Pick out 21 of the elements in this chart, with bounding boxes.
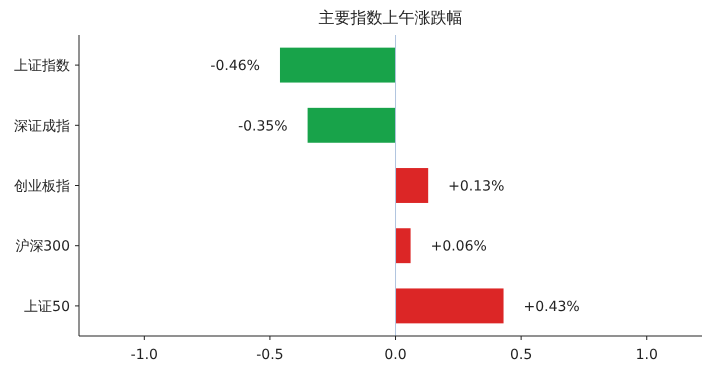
bar	[396, 288, 504, 324]
y-tick-label: 创业板指	[14, 178, 70, 194]
bar	[396, 228, 411, 264]
y-tick-label: 上证指数	[14, 58, 70, 74]
x-tick-label: 0.0	[384, 347, 407, 363]
x-tick-label: 1.0	[636, 347, 658, 363]
data-label: +0.06%	[430, 238, 487, 255]
data-label: +0.13%	[448, 178, 504, 194]
y-tick-label: 上证50	[24, 298, 70, 315]
x-tick-label: -1.0	[130, 347, 158, 363]
bar	[396, 168, 428, 203]
title: 主要指数上午涨跌幅	[318, 8, 462, 27]
y-tick-label: 深证成指	[14, 118, 70, 134]
data-label: -0.35%	[238, 118, 288, 134]
bar	[308, 108, 396, 143]
bar	[280, 48, 396, 83]
data-label: +0.43%	[524, 298, 580, 315]
x-tick-label: -0.5	[256, 347, 284, 363]
x-tick-label: 0.5	[510, 347, 532, 363]
data-label: -0.46%	[210, 58, 260, 74]
y-tick-label: 沪深300	[15, 238, 70, 255]
